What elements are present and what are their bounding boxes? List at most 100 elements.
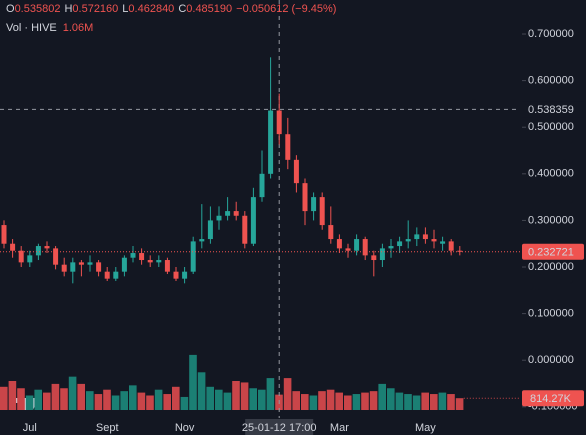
- volume-bar: [86, 391, 94, 410]
- candle-body: [216, 215, 222, 221]
- ohlc-value: 0.462840: [128, 3, 174, 15]
- volume-bar: [352, 394, 361, 410]
- candle-body: [61, 264, 67, 272]
- volume-bar: [43, 392, 51, 410]
- ohlc-value: 0.535802: [15, 3, 61, 15]
- candle-body: [147, 260, 153, 263]
- candle-body: [293, 159, 299, 184]
- volume-bar: [197, 372, 206, 410]
- candle-body: [164, 260, 170, 272]
- y-tick-label: 0.100000: [528, 308, 574, 320]
- volume-bar: [430, 394, 438, 410]
- candle-body: [70, 262, 76, 272]
- candle-body: [250, 197, 256, 244]
- candle-body: [422, 234, 428, 240]
- ohlc-value: 0.572160: [72, 3, 118, 15]
- candle-body: [414, 234, 420, 240]
- x-tick-label: Mar: [330, 422, 349, 434]
- volume-bar: [103, 389, 111, 410]
- y-tick-label: 0.300000: [528, 214, 574, 226]
- volume-bar: [34, 389, 42, 410]
- volume-bar: [137, 392, 146, 410]
- last-price-box: [522, 243, 584, 260]
- candle-body: [190, 241, 196, 272]
- volume-bar: [68, 376, 77, 410]
- volume-bar: [266, 378, 275, 410]
- volume-legend: Vol · HIVE 1.06M: [6, 22, 93, 34]
- volume-bar: [258, 389, 266, 410]
- volume-bar: [94, 394, 103, 410]
- volume-bar: [111, 395, 120, 410]
- volume-bar: [17, 388, 25, 410]
- candle-body: [87, 262, 93, 265]
- volume-bar: [172, 386, 180, 410]
- volume-bar: [60, 388, 68, 410]
- volume-bar: [378, 383, 386, 410]
- last-volume-box: [522, 390, 584, 407]
- candle-body: [397, 241, 403, 247]
- volume-bar: [438, 392, 447, 410]
- volume-title: Vol · HIVE: [6, 22, 57, 34]
- volume-bar: [232, 381, 240, 410]
- candle-body: [44, 246, 50, 249]
- candle-body: [139, 253, 145, 261]
- x-tick-label: 25-01-12 17:00: [242, 422, 317, 434]
- candle-body: [431, 239, 437, 242]
- volume-bar: [404, 394, 412, 410]
- volume-bar: [146, 395, 154, 410]
- volume-bar: [412, 395, 421, 410]
- volume-bar: [335, 392, 343, 410]
- candle-body: [173, 271, 179, 279]
- candle-body: [121, 257, 127, 272]
- volume-bar: [421, 392, 429, 410]
- candle-body: [96, 262, 102, 272]
- volume-bar: [249, 388, 257, 410]
- candle-body: [259, 173, 265, 198]
- x-tick-label: Jul: [23, 422, 37, 434]
- volume-bar: [387, 388, 395, 410]
- y-tick-label: 0.000000: [528, 354, 574, 366]
- ohlc-key: O: [6, 3, 15, 15]
- candle-body: [311, 197, 317, 212]
- candle-body: [388, 246, 394, 249]
- y-tick-label: 0.600000: [528, 75, 574, 87]
- crosshair-price-box: [522, 101, 584, 118]
- x-tick-label: Nov: [175, 422, 195, 434]
- volume-bar: [326, 389, 335, 410]
- candle-body: [285, 134, 291, 160]
- ohlc-value: 0.485190: [186, 3, 232, 15]
- candle-body: [225, 211, 231, 216]
- ohlc-change: −0.050612 (−9.45%): [236, 3, 336, 15]
- candle-body: [27, 255, 33, 263]
- candle-body: [371, 255, 377, 261]
- volume-bar: [25, 395, 34, 410]
- volume-bar: [344, 395, 352, 410]
- candle-body: [319, 197, 325, 226]
- crosshair-price-label: 0.538359: [528, 104, 574, 116]
- volume-bar: [120, 391, 128, 410]
- candle-body: [448, 241, 454, 251]
- volume-bar: [447, 394, 455, 410]
- candle-body: [268, 110, 274, 174]
- candle-body: [276, 110, 282, 135]
- ohlc-key: H: [64, 3, 72, 15]
- candle-body: [440, 241, 446, 244]
- volume-bar: [309, 395, 318, 410]
- volume-bar: [455, 398, 464, 410]
- x-tick-label: Sept: [96, 422, 119, 434]
- volume-bar: [283, 378, 292, 410]
- volume-bar: [318, 391, 326, 410]
- volume-bar: [163, 394, 171, 410]
- volume-bar: [223, 392, 232, 410]
- volume-bar: [0, 386, 8, 410]
- ohlc-legend: O0.535802 H0.572160 L0.462840 C0.485190 −0.0…: [6, 3, 336, 15]
- candle-body: [242, 215, 248, 244]
- candle-body: [10, 243, 16, 251]
- volume-bar: [361, 392, 369, 410]
- volume-bar: [301, 394, 309, 410]
- candle-body: [104, 271, 110, 279]
- candle-body: [354, 239, 360, 251]
- candle-body: [233, 211, 239, 216]
- candle-body: [113, 271, 119, 279]
